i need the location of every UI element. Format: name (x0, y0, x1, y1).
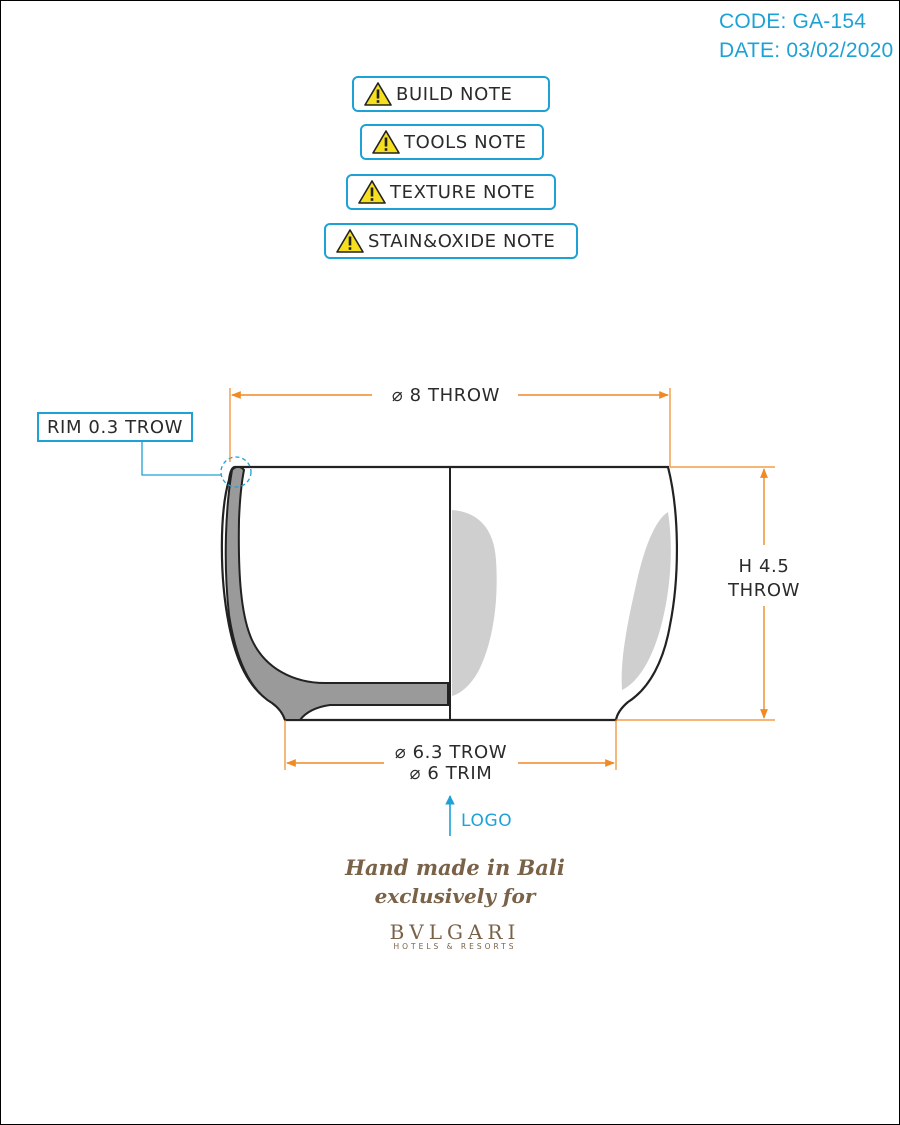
exclusively-line: exclusively for (374, 884, 536, 908)
brand-logo-text: BVLGARI (389, 920, 521, 944)
tools-note-label: TOOLS NOTE (404, 131, 527, 153)
texture-note-button[interactable]: TEXTURE NOTE (346, 174, 556, 210)
logo-marker-label: LOGO (461, 811, 512, 831)
warning-triangle-icon (358, 180, 386, 204)
code-label: CODE: GA-154 (719, 10, 867, 33)
exterior-shading (621, 512, 671, 690)
build-note-button[interactable]: BUILD NOTE (352, 76, 550, 112)
stain-oxide-note-label: STAIN&OXIDE NOTE (368, 230, 556, 252)
stain-oxide-note-button[interactable]: STAIN&OXIDE NOTE (324, 223, 578, 259)
texture-note-label: TEXTURE NOTE (390, 181, 536, 203)
height-label-line1: H 4.5 (739, 556, 790, 577)
brand-subtitle: HOTELS & RESORTS (393, 942, 517, 951)
warning-triangle-icon (364, 82, 392, 106)
top-diameter-label: ⌀ 8 THROW (392, 385, 500, 406)
tools-note-button[interactable]: TOOLS NOTE (360, 124, 544, 160)
section-wall (224, 466, 449, 721)
rim-thickness-tag: RIM 0.3 TROW (37, 412, 193, 442)
build-note-label: BUILD NOTE (396, 83, 513, 105)
handmade-line: Hand made in Bali (345, 855, 565, 880)
rim-thickness-label: RIM 0.3 TROW (46, 416, 184, 438)
warning-triangle-icon (372, 130, 400, 154)
rim-detail-circle (220, 456, 252, 488)
date-label: DATE: 03/02/2020 (719, 39, 894, 62)
height-label-line2: THROW (727, 580, 800, 601)
rim-leader-line (141, 442, 221, 476)
interior-shading (452, 510, 497, 696)
base-label-line2: ⌀ 6 TRIM (410, 763, 493, 784)
warning-triangle-icon (336, 229, 364, 253)
base-label-line1: ⌀ 6.3 TROW (395, 742, 507, 763)
